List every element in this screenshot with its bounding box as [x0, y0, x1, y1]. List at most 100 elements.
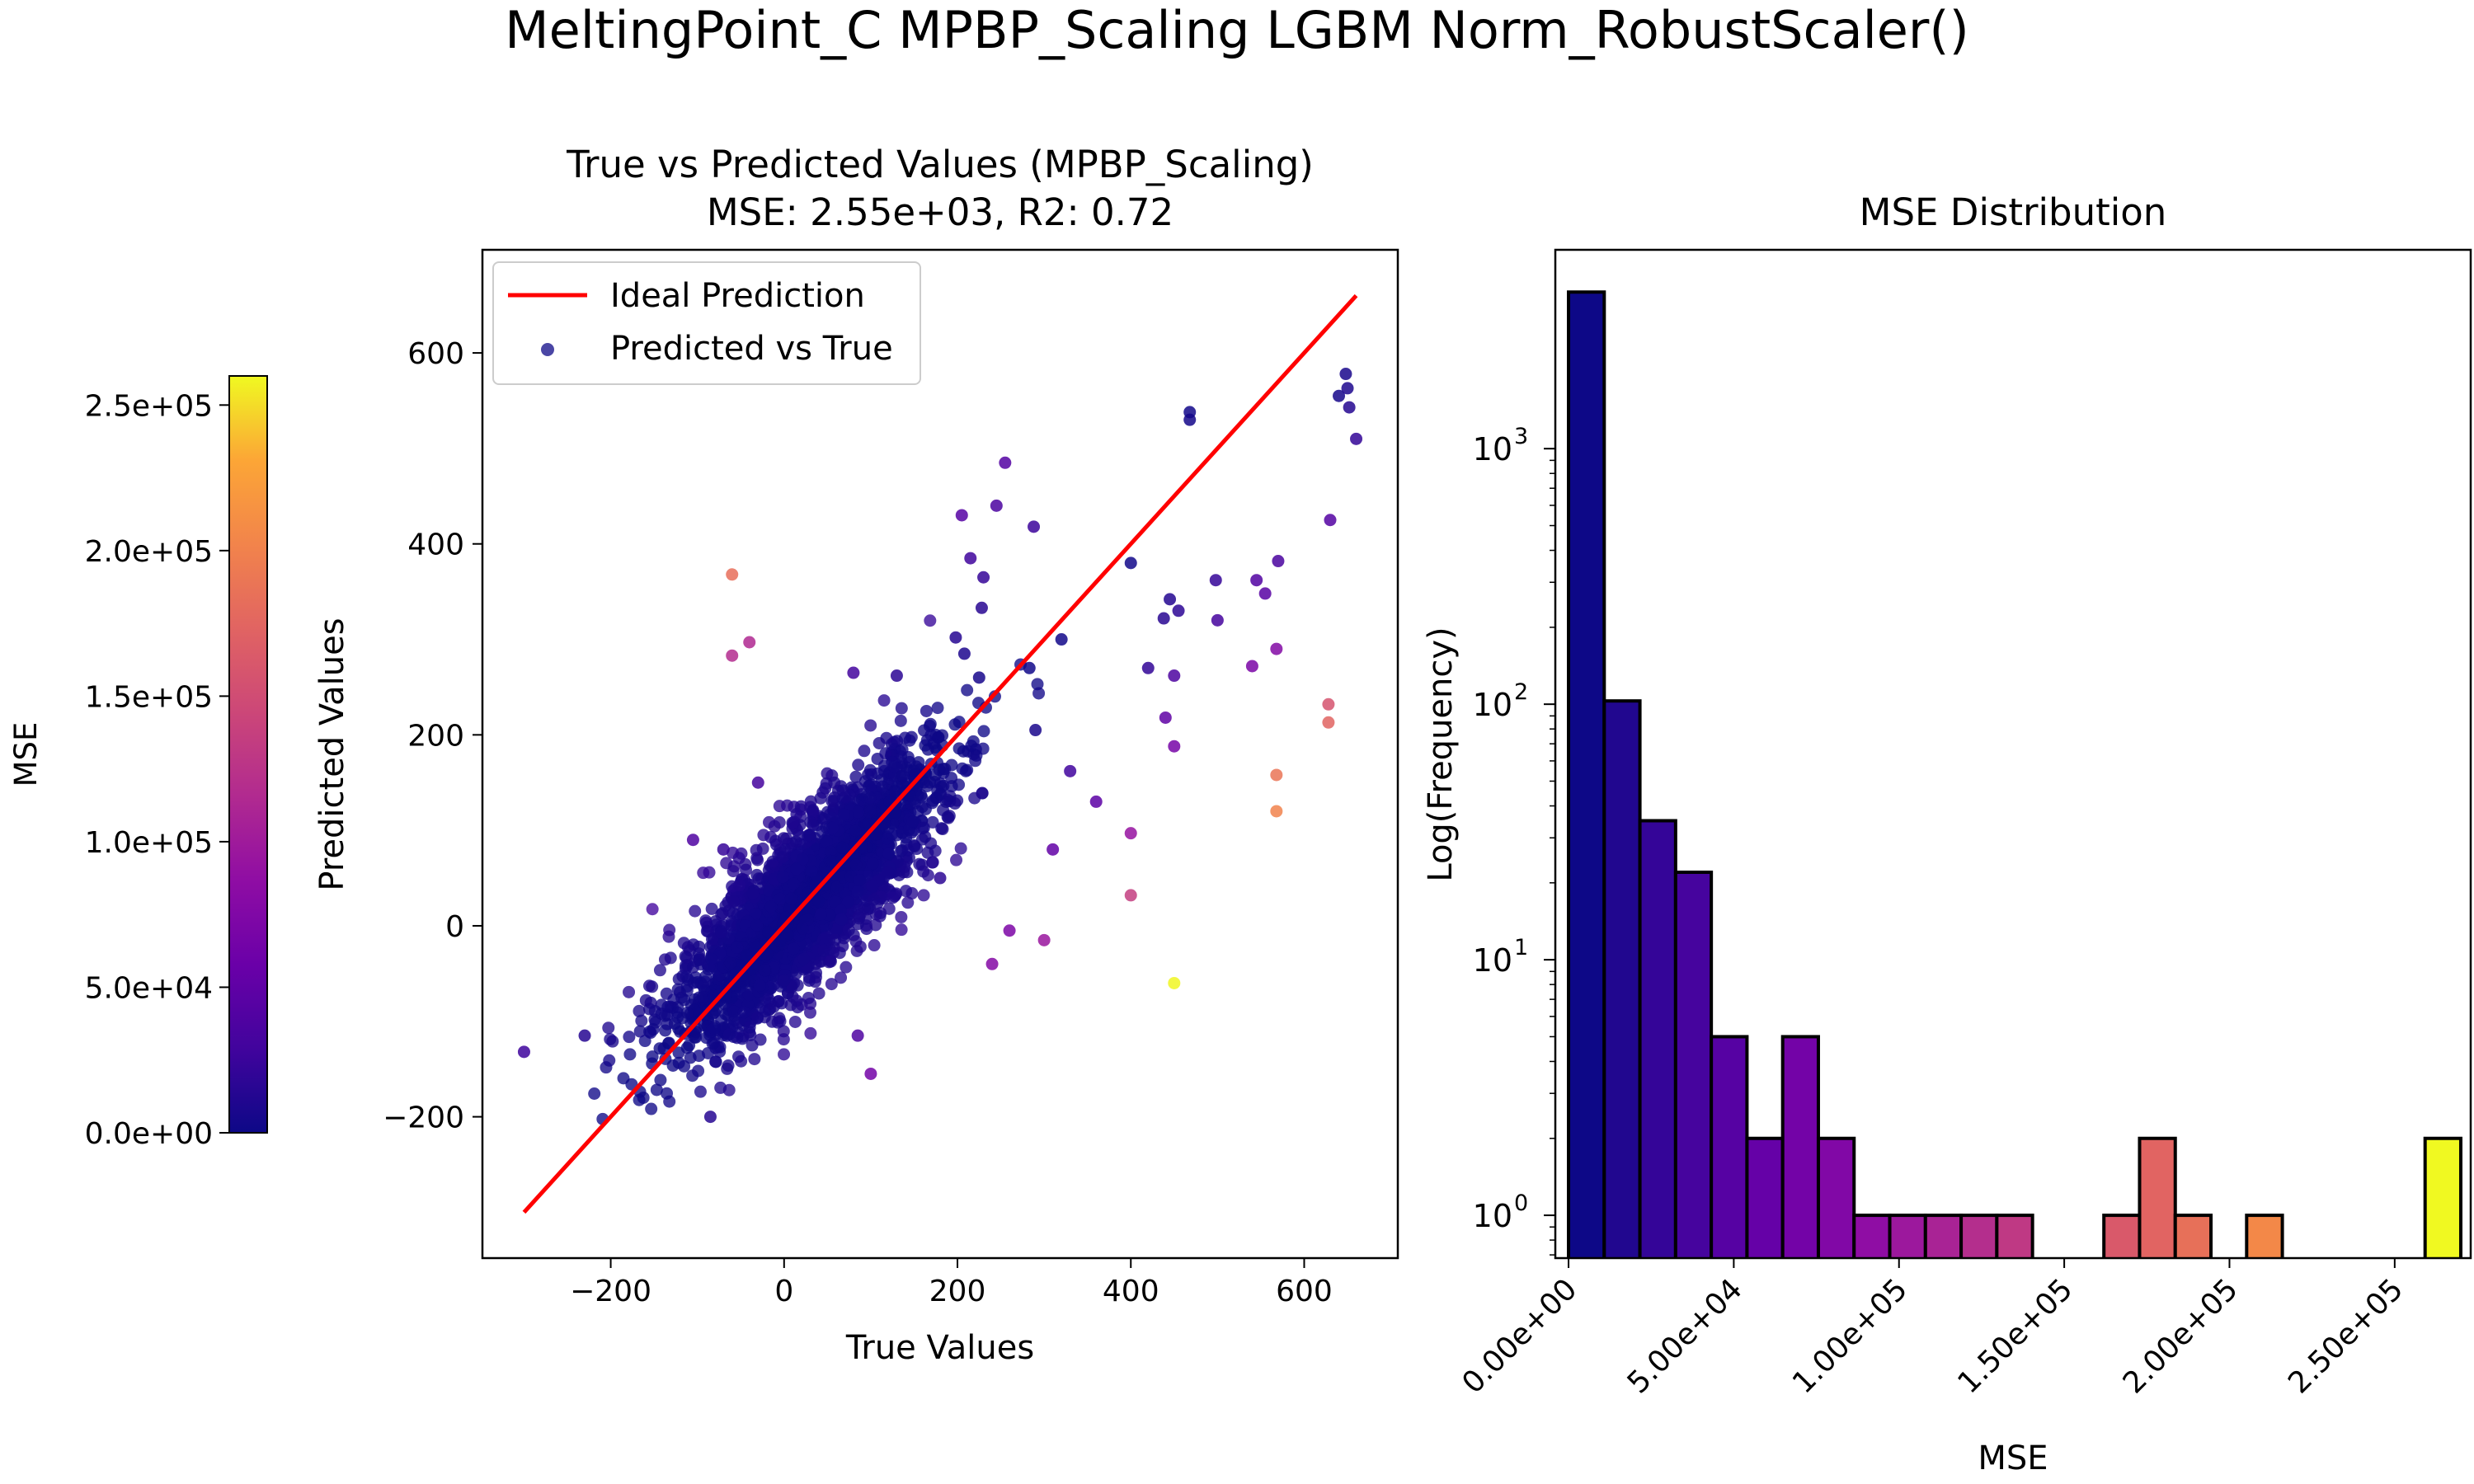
- scatter-point: [863, 803, 877, 816]
- scatter-point: [1124, 827, 1137, 840]
- scatter-point: [654, 1073, 667, 1087]
- scatter-point: [890, 669, 903, 683]
- scatter-point: [847, 666, 860, 679]
- scatter-point: [919, 830, 932, 843]
- scatter-point: [735, 1054, 748, 1068]
- scatter-legend: Ideal Prediction Predicted vs True: [492, 261, 921, 385]
- scatter-point: [767, 1000, 780, 1013]
- scatter-point: [751, 776, 764, 789]
- scatter-point: [1023, 661, 1036, 674]
- scatter-point: [876, 780, 889, 793]
- scatter-x-ticks: −200 0 200 400 600: [570, 1258, 1333, 1308]
- scatter-x-label: True Values: [845, 1329, 1034, 1367]
- scatter-point: [923, 720, 936, 733]
- scatter-point: [788, 1015, 802, 1028]
- histogram-x-label: MSE: [1978, 1439, 2048, 1477]
- histogram-bars: [1567, 290, 2462, 1258]
- scatter-point: [972, 671, 985, 684]
- scatter-point: [975, 601, 988, 614]
- histogram-y-label: Log(Frequency): [1422, 627, 1460, 881]
- scatter-point: [663, 923, 676, 937]
- scatter-y-tick-label: 600: [407, 337, 464, 371]
- scatter-point: [778, 974, 791, 987]
- scatter-point: [764, 900, 778, 913]
- scatter-point: [854, 940, 867, 953]
- scatter-point: [731, 941, 744, 954]
- scatter-point: [633, 1004, 646, 1017]
- colorbar-tick-label: 1.0e+05: [85, 826, 213, 860]
- scatter-point: [1159, 711, 1172, 724]
- scatter-point: [921, 846, 934, 859]
- histogram-bar: [1745, 1136, 1785, 1258]
- scatter-point: [658, 953, 671, 966]
- scatter-point: [917, 865, 930, 878]
- histogram-y-tick-exponent: 3: [1514, 424, 1528, 449]
- scatter-point: [633, 1093, 646, 1106]
- scatter-point: [835, 904, 848, 918]
- scatter-point: [803, 1006, 816, 1019]
- histogram-bar: [1780, 1035, 1820, 1258]
- scatter-point: [672, 1056, 685, 1069]
- scatter-point: [820, 835, 833, 848]
- scatter-point: [935, 822, 948, 835]
- scatter-point: [869, 918, 882, 932]
- scatter-point: [1343, 401, 1356, 414]
- scatter-point: [863, 791, 877, 805]
- scatter-point: [887, 760, 901, 773]
- scatter-point: [835, 971, 848, 984]
- scatter-point: [1055, 633, 1068, 646]
- histogram-panel: MSE Distribution 0.00e+00 5.00e+04 1.00e+0…: [1422, 190, 2472, 1477]
- scatter-point: [776, 851, 789, 864]
- scatter-point: [965, 740, 978, 753]
- legend-entry-ideal: Ideal Prediction: [610, 277, 865, 315]
- figure-title: MeltingPoint_C MPBP_Scaling LGBM Norm_Ro…: [505, 0, 1969, 60]
- scatter-point: [646, 1050, 659, 1064]
- scatter-point: [1032, 687, 1046, 700]
- scatter-point: [650, 1083, 663, 1097]
- scatter-point: [662, 1036, 675, 1050]
- scatter-point: [825, 795, 839, 808]
- scatter-point: [1124, 889, 1137, 902]
- histogram-bar: [2173, 1214, 2213, 1258]
- scatter-point: [743, 1021, 756, 1034]
- scatter-point: [1003, 924, 1016, 937]
- scatter-point: [645, 1102, 658, 1115]
- scatter-point: [977, 725, 990, 738]
- scatter-point: [952, 742, 966, 755]
- scatter-point: [943, 790, 957, 803]
- scatter-point: [943, 810, 956, 823]
- scatter-point: [623, 1048, 637, 1061]
- scatter-point: [895, 923, 908, 937]
- scatter-point: [671, 1011, 684, 1024]
- scatter-point: [774, 1015, 787, 1028]
- scatter-point: [643, 1025, 656, 1038]
- colorbar: 0.0e+00 5.0e+04 1.0e+05 1.5e+05 2.0e+05 2.5e+…: [8, 375, 268, 1151]
- scatter-point: [717, 843, 730, 856]
- scatter-point: [1339, 368, 1352, 381]
- legend-frame: [492, 261, 921, 385]
- scatter-point: [661, 1087, 674, 1100]
- scatter-y-tick-label: 200: [407, 719, 464, 753]
- colorbar-tick-label: 5.0e+04: [85, 971, 213, 1005]
- scatter-point: [885, 828, 898, 841]
- legend-entry-points: Predicted vs True: [610, 330, 893, 368]
- scatter-x-tick-label: 600: [1276, 1275, 1333, 1308]
- scatter-point: [1209, 574, 1222, 587]
- scatter-point: [617, 1072, 630, 1085]
- scatter-point: [864, 778, 877, 791]
- scatter-point: [961, 763, 974, 777]
- scatter-point: [653, 1042, 666, 1055]
- scatter-point: [961, 683, 974, 697]
- scatter-point: [642, 979, 656, 993]
- scatter-point: [715, 926, 728, 939]
- scatter-point: [606, 1035, 619, 1048]
- scatter-point: [1168, 740, 1181, 753]
- scatter-point: [1270, 768, 1283, 782]
- scatter-title-line2: MSE: 2.55e+03, R2: 0.72: [707, 190, 1174, 234]
- scatter-point: [757, 829, 770, 842]
- scatter-point: [697, 866, 710, 880]
- scatter-point: [824, 955, 837, 968]
- scatter-point: [926, 856, 939, 869]
- scatter-point: [920, 704, 933, 717]
- scatter-point: [754, 1033, 767, 1046]
